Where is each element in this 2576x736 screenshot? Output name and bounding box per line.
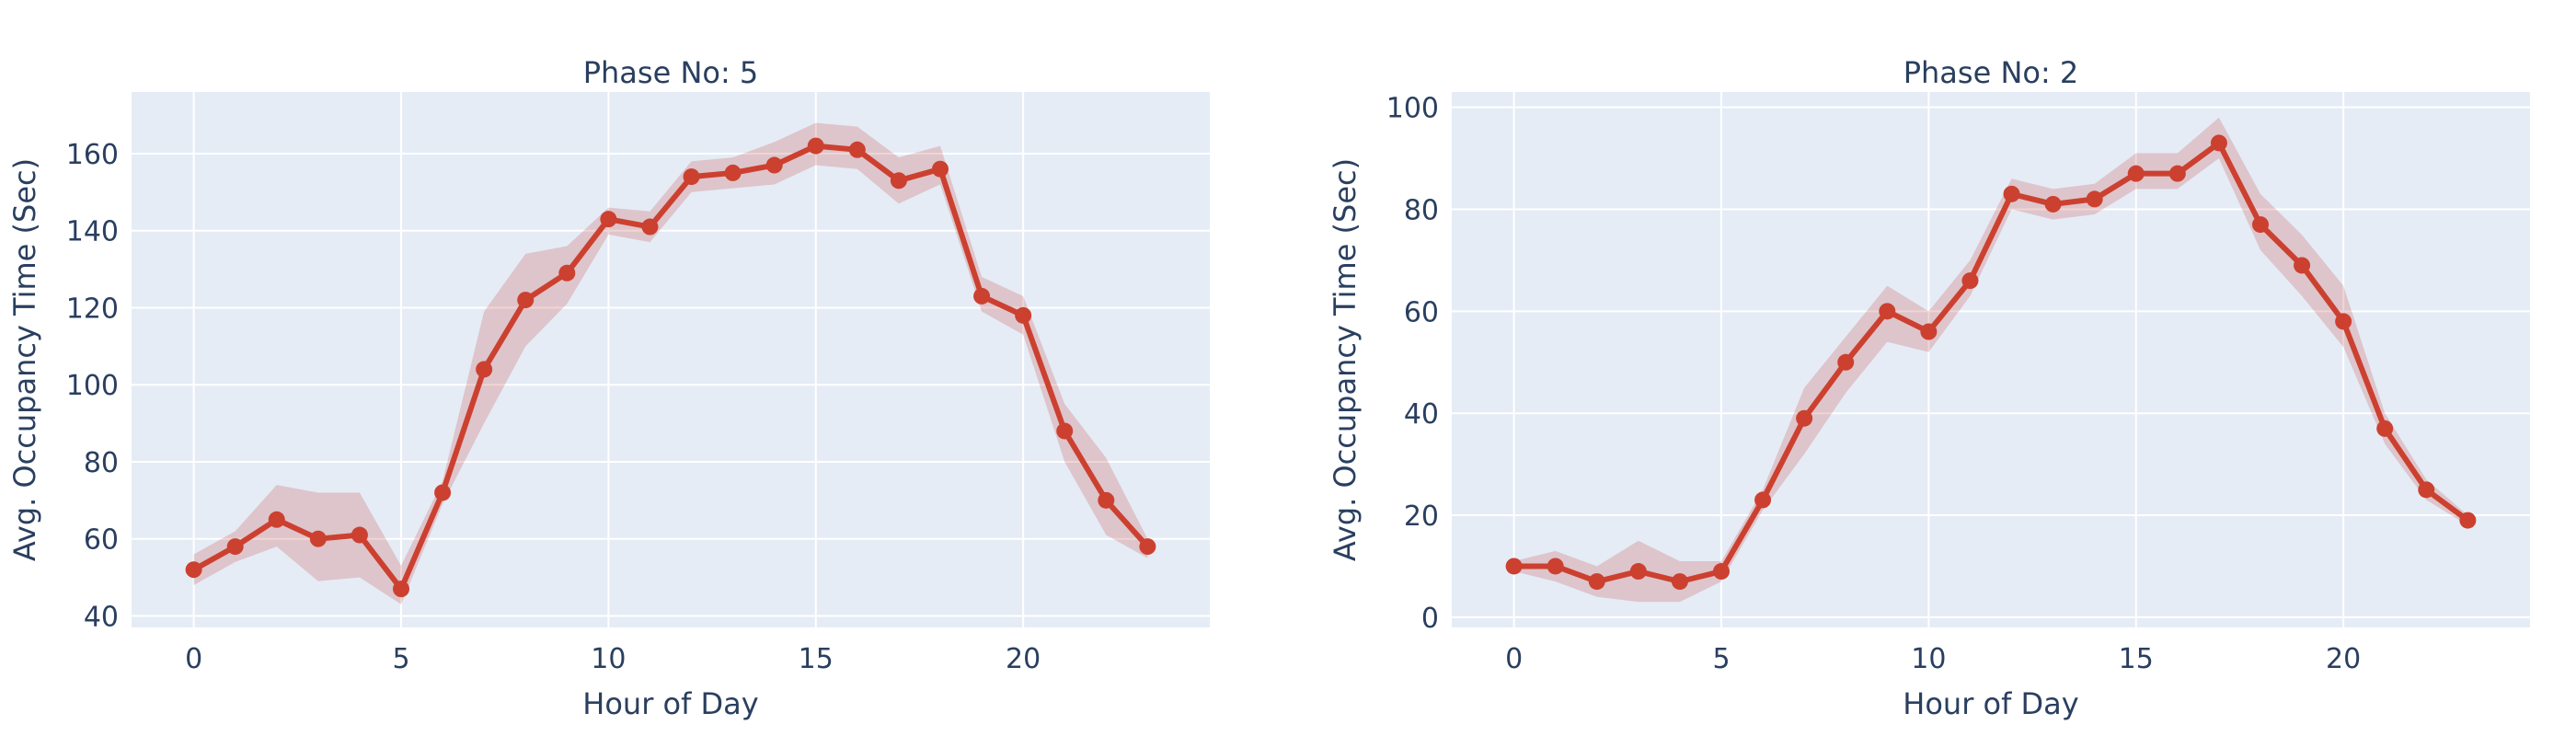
- data-point[interactable]: [185, 561, 202, 579]
- data-point[interactable]: [2252, 216, 2269, 234]
- x-tick-label: 20: [1006, 643, 1041, 675]
- data-point[interactable]: [932, 160, 949, 178]
- data-point[interactable]: [226, 538, 244, 556]
- data-point[interactable]: [765, 156, 783, 174]
- x-axis-title: Hour of Day: [582, 686, 758, 721]
- data-point[interactable]: [393, 581, 409, 598]
- x-tick-label: 20: [2326, 643, 2361, 675]
- data-point[interactable]: [807, 137, 824, 155]
- chart-title: Phase No: 5: [583, 55, 759, 90]
- y-tick-label: 140: [66, 216, 119, 248]
- data-point[interactable]: [2086, 190, 2103, 208]
- y-tick-label: 60: [84, 524, 119, 557]
- data-point[interactable]: [2168, 165, 2186, 182]
- data-point[interactable]: [890, 172, 907, 190]
- y-tick-label: 20: [1404, 500, 1439, 533]
- data-point[interactable]: [351, 526, 368, 544]
- data-point[interactable]: [2127, 165, 2145, 182]
- data-point[interactable]: [1961, 272, 1979, 290]
- data-point[interactable]: [268, 511, 285, 528]
- data-point[interactable]: [1837, 353, 1855, 371]
- x-tick-label: 15: [799, 643, 834, 675]
- x-tick-label: 0: [185, 643, 202, 675]
- x-tick-label: 10: [1911, 643, 1946, 675]
- data-point[interactable]: [724, 164, 742, 181]
- chart-title: Phase No: 2: [1903, 55, 2079, 90]
- data-point[interactable]: [434, 484, 452, 501]
- data-point[interactable]: [2459, 512, 2477, 529]
- data-point[interactable]: [1754, 491, 1772, 509]
- x-tick-label: 5: [392, 643, 409, 675]
- data-point[interactable]: [1879, 303, 1896, 320]
- data-point[interactable]: [1713, 563, 1730, 581]
- y-tick-label: 100: [1386, 93, 1439, 125]
- data-point[interactable]: [1056, 422, 1074, 440]
- data-point[interactable]: [683, 168, 700, 186]
- data-point[interactable]: [309, 530, 327, 547]
- y-tick-label: 40: [84, 601, 119, 633]
- data-point[interactable]: [1547, 558, 1564, 575]
- y-axis-title: Avg. Occupancy Time (Sec): [7, 158, 42, 561]
- data-point[interactable]: [476, 361, 493, 378]
- data-point[interactable]: [1588, 573, 1605, 591]
- data-point[interactable]: [2210, 134, 2227, 152]
- chart-panel-2: 0 5 10 15 20 0 20 40 60 80 100 Phase No: 2 Hour of D…: [1328, 55, 2530, 721]
- data-point[interactable]: [2418, 481, 2435, 499]
- data-point[interactable]: [1015, 306, 1032, 324]
- x-tick-label: 10: [591, 643, 626, 675]
- data-point[interactable]: [1505, 558, 1523, 575]
- y-axis-title: Avg. Occupancy Time (Sec): [1328, 158, 1363, 561]
- data-point[interactable]: [2044, 195, 2062, 213]
- data-point[interactable]: [2376, 420, 2394, 437]
- plot-area: [1452, 92, 2530, 627]
- data-point[interactable]: [1098, 491, 1115, 509]
- data-point[interactable]: [600, 211, 617, 228]
- x-axis-title: Hour of Day: [1903, 686, 2078, 721]
- data-point[interactable]: [1920, 323, 1938, 340]
- chart-panel-1: 0 5 10 15 20 40 60 80 100 120 140 160 Phase No: 5 Hou…: [7, 55, 1210, 721]
- data-point[interactable]: [848, 141, 866, 158]
- y-tick-label: 60: [1404, 296, 1439, 328]
- confidence-band: [193, 122, 1148, 604]
- x-tick-label: 0: [1505, 643, 1523, 675]
- data-point[interactable]: [517, 292, 535, 309]
- x-tick-label: 15: [2119, 643, 2154, 675]
- x-tick-label: 5: [1712, 643, 1730, 675]
- data-point[interactable]: [1796, 409, 1813, 427]
- data-point[interactable]: [1629, 563, 1647, 581]
- y-tick-label: 80: [1404, 194, 1439, 226]
- data-point[interactable]: [2294, 257, 2311, 274]
- data-point[interactable]: [558, 264, 576, 282]
- y-tick-label: 100: [66, 370, 119, 402]
- data-point[interactable]: [1139, 538, 1156, 556]
- data-point[interactable]: [1671, 573, 1688, 591]
- data-point[interactable]: [973, 287, 991, 305]
- data-point[interactable]: [2003, 185, 2020, 202]
- y-tick-label: 160: [66, 139, 119, 171]
- y-tick-label: 0: [1421, 603, 1439, 635]
- data-point[interactable]: [641, 218, 659, 236]
- y-tick-label: 120: [66, 293, 119, 325]
- y-tick-label: 40: [1404, 398, 1439, 431]
- data-point[interactable]: [2335, 313, 2352, 330]
- y-tick-label: 80: [84, 447, 119, 479]
